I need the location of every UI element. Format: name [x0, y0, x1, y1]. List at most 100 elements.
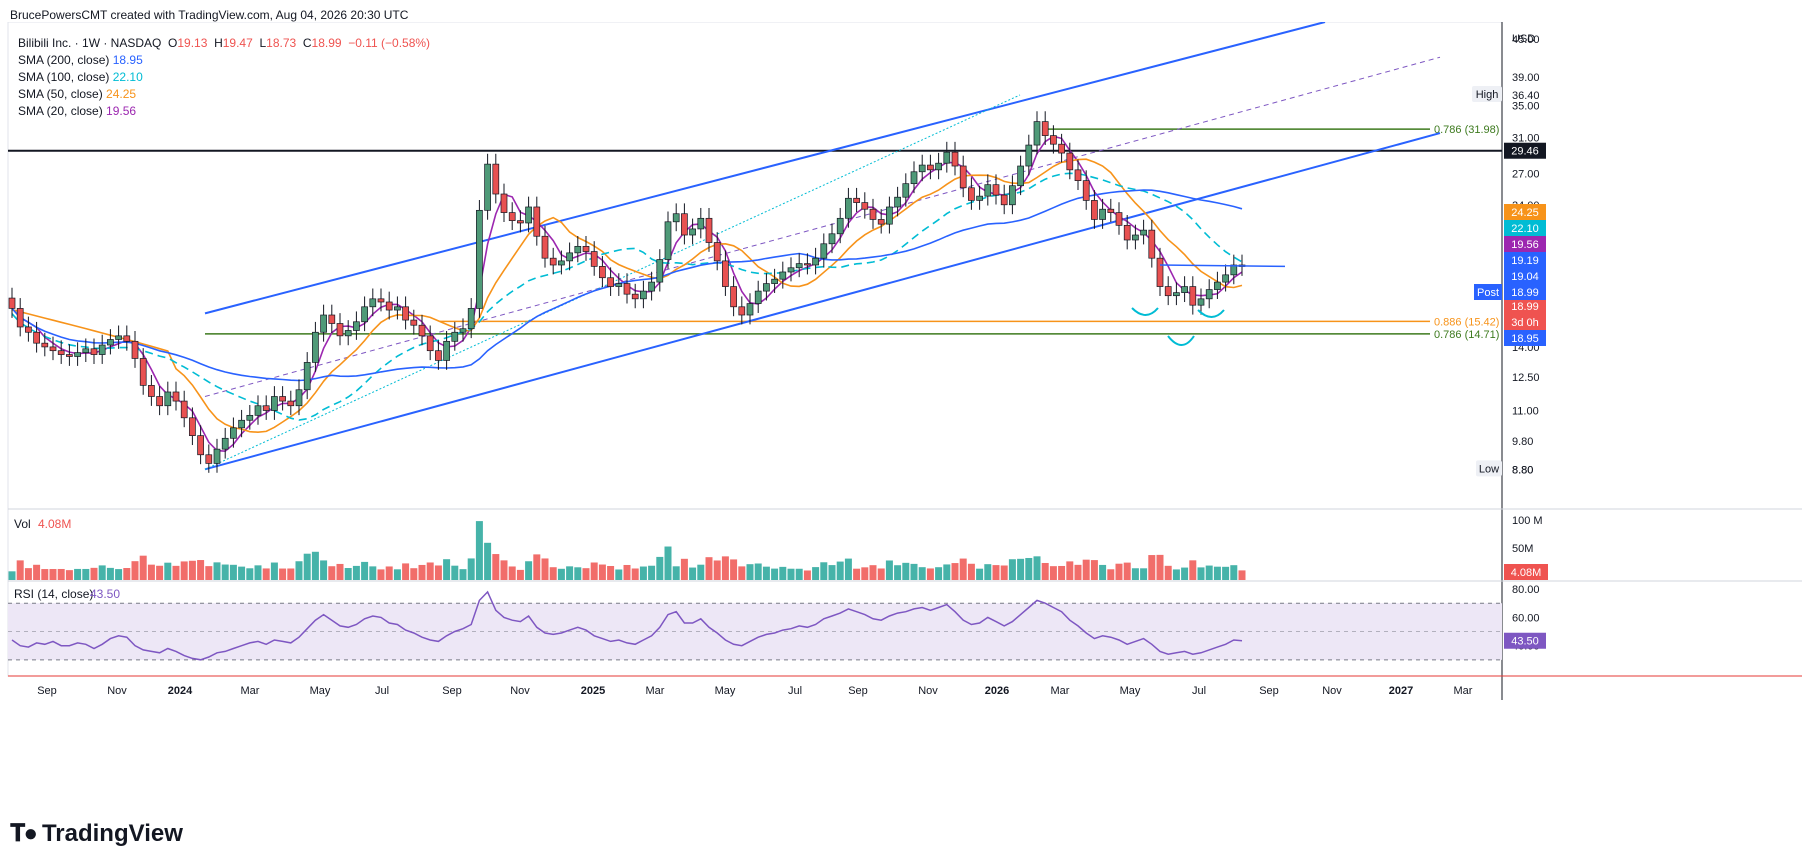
volume-bar: [270, 562, 278, 580]
candle-body: [713, 242, 721, 262]
candle-body: [943, 151, 951, 164]
candle-body: [221, 437, 229, 450]
last-price-tag: 29.46: [1511, 146, 1539, 158]
high-label-box: [1472, 85, 1502, 102]
price-chart[interactable]: 45.0039.0035.0031.0027.0024.0022.0019.00…: [0, 22, 1802, 812]
volume-bar: [836, 561, 844, 580]
volume-bar: [443, 559, 451, 580]
time-axis-label-17: Jul: [1192, 685, 1206, 697]
candle-body: [139, 358, 147, 386]
volume-bar: [320, 560, 328, 580]
volume-bar: [615, 569, 623, 580]
sma-200-row[interactable]: SMA (200, close) 18.95: [18, 52, 430, 69]
volume-bar: [853, 568, 861, 580]
sma-100-label: SMA (100, close): [18, 70, 110, 84]
volume-bar: [639, 566, 647, 580]
volume-bar: [1099, 564, 1107, 580]
rsi-last-tag-box: [1504, 632, 1546, 649]
channel-upper-line: [204, 22, 1326, 315]
sma-20-row[interactable]: SMA (20, close) 19.56: [18, 103, 430, 120]
volume-bar: [820, 562, 828, 580]
volume-bar: [352, 565, 360, 580]
candle-body: [730, 286, 737, 308]
candle-body: [156, 396, 163, 407]
volume-bar: [287, 568, 295, 580]
volume-bar: [123, 568, 131, 580]
volume-bar: [1041, 562, 1049, 580]
volume-bar: [139, 555, 147, 580]
candle-body: [377, 298, 385, 303]
candle-body: [344, 330, 352, 337]
candle-body: [763, 283, 770, 292]
candle-body: [910, 171, 918, 185]
pattern-arc-head: [1167, 335, 1195, 346]
candle-body: [746, 303, 754, 316]
volume-bar: [164, 562, 172, 580]
price-tag-box-7: [1504, 330, 1546, 346]
volume-bar: [1230, 565, 1238, 580]
rsi-label: RSI (14, close): [14, 587, 93, 601]
chart-legend: Bilibili Inc. · 1W · NASDAQ O19.13 H19.4…: [18, 35, 430, 120]
volume-bar: [943, 564, 951, 580]
volume-bar: [229, 564, 237, 580]
candle-body: [1148, 229, 1156, 259]
candle-body: [1074, 169, 1082, 181]
sma-50-value: 24.25: [106, 87, 137, 101]
price-tag-box-6: [1504, 314, 1546, 330]
sma-100-value: 22.10: [112, 70, 143, 84]
candle-body: [303, 362, 311, 391]
volume-bar: [254, 565, 262, 580]
candle-body: [115, 335, 122, 340]
sma-100-row[interactable]: SMA (100, close) 22.10: [18, 69, 430, 86]
candle-body: [738, 306, 746, 316]
volume-bar: [1115, 563, 1123, 580]
price-tag-7: 18.95: [1511, 333, 1539, 345]
volume-bar: [1181, 567, 1189, 580]
volume-bar: [779, 566, 787, 580]
price-tag-box-2: [1504, 236, 1546, 252]
volume-bar: [115, 569, 123, 580]
volume-bar: [894, 565, 902, 580]
sma-50-row[interactable]: SMA (50, close) 24.25: [18, 86, 430, 103]
volume-bar: [910, 563, 918, 580]
time-axis-label-18: Sep: [1259, 685, 1279, 697]
ohlc-change: −0.11 (−0.58%): [348, 36, 431, 50]
candle-body: [1181, 286, 1188, 293]
candle-body: [918, 164, 926, 173]
volume-bar: [90, 567, 98, 580]
volume-bar: [213, 562, 221, 580]
volume-bar: [33, 564, 41, 580]
volume-bar: [1123, 562, 1131, 580]
volume-bar: [1008, 559, 1016, 580]
volume-last-tag: 4.08M: [1511, 567, 1542, 579]
candle-body: [271, 396, 278, 411]
volume-bar: [738, 566, 746, 580]
volume-bar: [147, 564, 155, 580]
candle-body: [312, 331, 319, 363]
volume-bar: [311, 551, 319, 580]
candle-body: [631, 293, 639, 300]
volume-bar: [664, 546, 672, 580]
volume-bar: [1148, 555, 1156, 580]
candle-body: [1107, 208, 1115, 213]
volume-bar: [574, 567, 582, 580]
candle-body: [795, 263, 803, 269]
candle-body: [681, 213, 688, 236]
price-tag-box-5: [1504, 298, 1546, 314]
candle-body: [582, 245, 590, 252]
time-axis-label-1: Nov: [107, 685, 127, 697]
tradingview-logo-icon: 𝐓●: [10, 820, 38, 847]
volume-bars-group: [8, 521, 1246, 580]
candle-body: [25, 326, 32, 333]
volume-bar: [279, 568, 287, 580]
volume-bar: [82, 568, 90, 580]
volume-bar: [877, 568, 885, 580]
neckline: [1159, 264, 1286, 268]
candle-body: [164, 391, 172, 407]
time-axis-label-6: Sep: [442, 685, 462, 697]
price-tag-0: 24.25: [1511, 207, 1539, 219]
candle-body: [607, 277, 614, 287]
tradingview-brand[interactable]: 𝐓● TradingView: [10, 820, 183, 848]
volume-bar: [762, 566, 770, 580]
candle-body: [1033, 121, 1041, 146]
